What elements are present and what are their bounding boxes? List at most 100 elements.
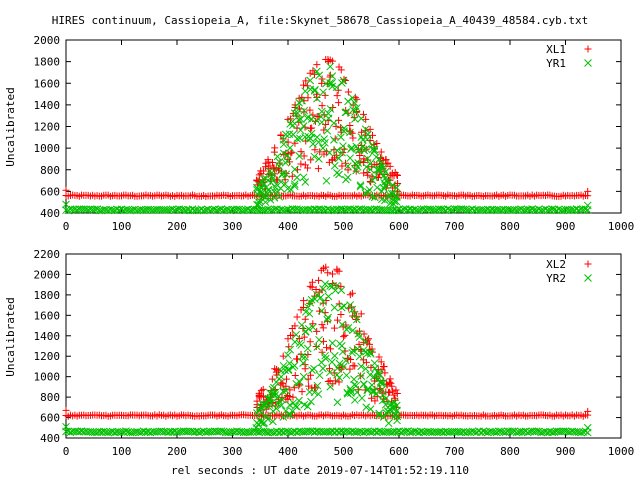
data-point [351, 115, 359, 123]
data-point [360, 380, 368, 389]
data-point [344, 324, 353, 332]
legend-label: YR1 [546, 57, 566, 70]
data-point [379, 391, 388, 400]
data-point [334, 86, 342, 94]
y-tick-label: 1600 [34, 309, 61, 322]
data-point [390, 391, 398, 399]
data-point [356, 181, 365, 190]
data-point [284, 365, 293, 374]
data-point [340, 333, 348, 341]
data-point [351, 362, 359, 370]
data-point [319, 364, 327, 373]
data-point [334, 154, 343, 163]
data-point [497, 427, 505, 436]
data-point [379, 163, 388, 172]
plot-area [62, 56, 592, 215]
data-point [300, 81, 308, 89]
data-point [392, 386, 400, 394]
data-point [391, 411, 399, 420]
data-point [268, 428, 277, 437]
data-point [335, 359, 344, 368]
data-point [261, 174, 270, 183]
data-point [337, 133, 345, 142]
data-point [296, 115, 305, 124]
data-point [297, 321, 306, 329]
data-point [295, 152, 304, 160]
x-tick-label: 0 [63, 220, 70, 233]
data-point [365, 185, 374, 194]
data-point [342, 371, 351, 380]
data-point [321, 354, 330, 363]
data-point [448, 206, 457, 214]
data-point [217, 427, 226, 436]
y-tick-label: 400 [40, 207, 60, 220]
data-point [277, 372, 285, 381]
data-point [322, 176, 331, 185]
data-point [195, 428, 204, 437]
data-point [342, 108, 351, 116]
data-point [275, 192, 284, 201]
data-point [301, 178, 310, 186]
data-point [379, 378, 388, 387]
data-point [393, 171, 401, 179]
data-point [316, 148, 324, 156]
data-point [307, 115, 316, 123]
y-tick-label: 1600 [34, 77, 61, 90]
data-point [330, 119, 338, 127]
y-tick-label: 1000 [34, 371, 61, 384]
data-point [393, 171, 401, 179]
data-point [351, 159, 360, 168]
data-point [375, 353, 383, 361]
y-tick-label: 400 [40, 432, 60, 445]
data-point [303, 402, 312, 411]
data-point [437, 205, 446, 214]
data-point [377, 358, 385, 366]
data-point [268, 158, 276, 166]
plot-frame [65, 39, 622, 214]
data-point [359, 428, 368, 437]
data-point [331, 377, 339, 385]
data-point [307, 129, 316, 138]
data-point [350, 396, 359, 404]
data-point [355, 352, 364, 361]
data-point [337, 311, 345, 319]
data-point [283, 184, 292, 193]
data-point [299, 359, 307, 367]
data-point [268, 375, 276, 383]
y-tick-label: 1400 [34, 330, 61, 343]
data-point [366, 371, 374, 379]
data-point [554, 205, 563, 214]
data-point [333, 92, 341, 100]
data-point [363, 154, 372, 163]
data-point [330, 206, 339, 215]
data-point [313, 327, 321, 335]
data-point [293, 313, 301, 321]
data-point [330, 303, 339, 312]
data-point [359, 159, 367, 167]
data-point [350, 310, 359, 319]
plot-area [62, 263, 592, 437]
data-point [348, 93, 357, 102]
data-point [62, 206, 70, 215]
data-point [375, 369, 383, 378]
top-panel: 0 100 200 300 400 500 600 700 800 900 1000 400 600 80… [4, 34, 634, 233]
data-point [358, 128, 366, 136]
data-point [406, 428, 414, 437]
data-point [332, 83, 341, 92]
data-point [350, 98, 359, 107]
data-point [335, 373, 344, 382]
data-point [269, 417, 277, 426]
data-point [306, 338, 314, 346]
data-point [389, 387, 397, 395]
data-point [392, 192, 401, 201]
data-point [310, 364, 318, 373]
data-point [369, 131, 376, 139]
data-point [325, 368, 334, 377]
data-point [426, 205, 434, 214]
data-point [273, 152, 282, 161]
x-tick-label: 400 [278, 445, 298, 458]
data-point [355, 427, 363, 436]
data-point [259, 206, 268, 215]
data-point [360, 169, 368, 177]
data-point [324, 269, 332, 277]
